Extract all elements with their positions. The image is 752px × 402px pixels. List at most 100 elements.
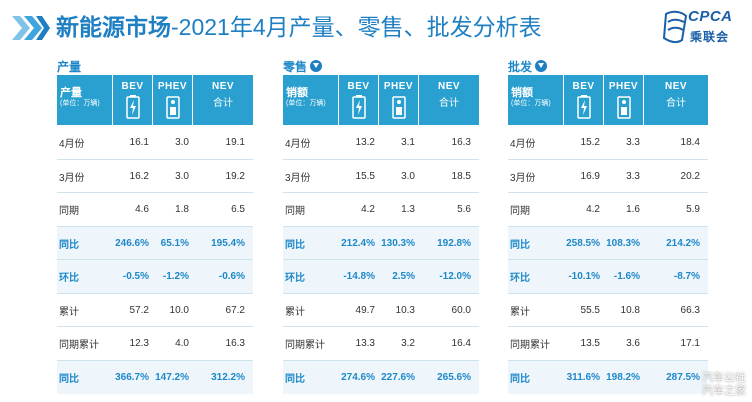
bev-value: 13.5 bbox=[580, 338, 600, 349]
row-divider bbox=[283, 292, 479, 294]
row-divider bbox=[508, 158, 708, 160]
nev-value: 287.5% bbox=[666, 371, 700, 383]
row-label: 同比 bbox=[59, 373, 79, 385]
logo-text: CPCA bbox=[688, 8, 733, 25]
panel-title: 产量 bbox=[57, 59, 82, 74]
row-label: 3月份 bbox=[59, 172, 85, 184]
bev-value: 16.9 bbox=[580, 170, 600, 182]
table-row: 4月份 13.2 3.1 16.3 bbox=[283, 126, 479, 159]
nev-value: 5.9 bbox=[686, 204, 700, 215]
bev-value: 258.5% bbox=[566, 237, 600, 249]
battery-icon bbox=[351, 95, 366, 119]
cpca-logo-icon bbox=[662, 10, 688, 44]
plug-in-hybrid-icon bbox=[165, 96, 180, 119]
row-divider bbox=[283, 359, 479, 361]
row-divider bbox=[283, 225, 479, 227]
table-row: 累计 57.2 10.0 67.2 bbox=[57, 294, 253, 327]
phev-value: 108.3% bbox=[606, 237, 640, 249]
table-row: 环比 -10.1% -1.6% -8.7% bbox=[508, 260, 708, 293]
row-divider bbox=[57, 292, 253, 294]
bev-value: 49.7 bbox=[355, 304, 375, 316]
bev-value: 12.3 bbox=[129, 338, 149, 349]
table-row: 同比 366.7% 147.2% 312.2% bbox=[57, 360, 253, 394]
page-header: 新能源市场-2021年4月产量、零售、批发分析表 CPCA 乘联会 bbox=[0, 0, 752, 54]
chevron-right-icon bbox=[12, 16, 50, 40]
row-label: 同期累计 bbox=[285, 340, 325, 351]
panel-retail: 零售 销额 (单位：万辆) BEV PHEV NEV 合计 4月份 13.2 3.1… bbox=[267, 58, 505, 398]
bev-value: 311.6% bbox=[566, 371, 600, 383]
table-row: 同比 212.4% 130.3% 192.8% bbox=[283, 226, 479, 260]
bev-value: 55.5 bbox=[580, 304, 600, 316]
row-divider bbox=[57, 326, 253, 327]
row-label: 同期 bbox=[285, 206, 305, 217]
bev-value: -10.1% bbox=[568, 271, 600, 282]
header-bev: BEV bbox=[113, 75, 153, 125]
row-label: 4月份 bbox=[510, 139, 536, 150]
nev-value: -8.7% bbox=[673, 271, 700, 282]
panel-title: 零售 bbox=[283, 58, 323, 74]
table-row: 3月份 15.5 3.0 18.5 bbox=[283, 160, 479, 193]
plug-in-hybrid-icon bbox=[616, 96, 631, 119]
nev-value: 66.3 bbox=[680, 304, 700, 316]
nev-value: 19.2 bbox=[225, 170, 245, 182]
header-phev: PHEV bbox=[153, 75, 193, 125]
nev-value: 312.2% bbox=[211, 371, 245, 383]
table-row: 同比 274.6% 227.6% 265.6% bbox=[283, 360, 479, 394]
nev-value: 19.1 bbox=[225, 137, 245, 148]
row-divider bbox=[508, 192, 708, 193]
bev-value: 4.2 bbox=[586, 204, 600, 215]
phev-value: 3.3 bbox=[626, 170, 640, 182]
phev-value: 147.2% bbox=[155, 371, 189, 383]
bev-value: 16.1 bbox=[129, 137, 149, 148]
phev-value: 3.0 bbox=[401, 170, 415, 182]
bev-value: 246.6% bbox=[115, 237, 149, 249]
table-header: 销额 (单位：万辆) BEV PHEV NEV 合计 bbox=[283, 75, 479, 125]
row-label: 同比 bbox=[285, 239, 305, 251]
nev-value: 17.1 bbox=[680, 338, 700, 349]
battery-icon bbox=[576, 95, 591, 119]
bev-value: 366.7% bbox=[115, 371, 149, 383]
nev-value: 192.8% bbox=[437, 237, 471, 249]
row-label: 环比 bbox=[59, 273, 79, 284]
bev-value: 13.2 bbox=[355, 137, 375, 148]
table-row: 3月份 16.9 3.3 20.2 bbox=[508, 160, 708, 193]
bev-value: 57.2 bbox=[129, 304, 149, 316]
row-label: 累计 bbox=[285, 306, 305, 318]
table-row: 3月份 16.2 3.0 19.2 bbox=[57, 160, 253, 193]
row-label: 3月份 bbox=[510, 172, 536, 184]
table-row: 同比 246.6% 65.1% 195.4% bbox=[57, 226, 253, 260]
bev-value: 212.4% bbox=[341, 237, 375, 249]
row-divider bbox=[57, 359, 253, 361]
row-divider bbox=[283, 326, 479, 327]
phev-value: 2.5% bbox=[392, 271, 415, 282]
row-label: 同比 bbox=[59, 239, 79, 251]
nev-value: 195.4% bbox=[211, 237, 245, 249]
page-title: 新能源市场-2021年4月产量、零售、批发分析表 bbox=[56, 12, 542, 42]
phev-value: 3.1 bbox=[401, 137, 415, 148]
nev-value: 18.4 bbox=[680, 137, 700, 148]
nev-value: 16.3 bbox=[225, 338, 245, 349]
phev-value: 198.2% bbox=[606, 371, 640, 383]
watermark: 汽车公社 汽车之家 bbox=[702, 372, 746, 397]
row-divider bbox=[283, 259, 479, 260]
header-nev: NEV 合计 bbox=[211, 81, 235, 109]
row-divider bbox=[508, 326, 708, 327]
bev-value: 274.6% bbox=[341, 371, 375, 383]
row-label: 同比 bbox=[510, 239, 530, 251]
table-row: 环比 -0.5% -1.2% -0.6% bbox=[57, 260, 253, 293]
table-row: 同期累计 13.5 3.6 17.1 bbox=[508, 327, 708, 360]
bev-value: 13.3 bbox=[355, 338, 375, 349]
header-label-cell: 销额 (单位：万辆) bbox=[283, 75, 339, 125]
phev-value: 3.6 bbox=[626, 338, 640, 349]
phev-value: -1.2% bbox=[162, 271, 189, 282]
phev-value: 1.8 bbox=[175, 204, 189, 215]
table-row: 累计 49.7 10.3 60.0 bbox=[283, 294, 479, 327]
table-row: 环比 -14.8% 2.5% -12.0% bbox=[283, 260, 479, 293]
header-phev: PHEV bbox=[604, 75, 644, 125]
row-divider bbox=[57, 192, 253, 193]
nev-value: 20.2 bbox=[680, 170, 700, 182]
phev-value: 1.3 bbox=[401, 204, 415, 215]
row-divider bbox=[508, 225, 708, 227]
phev-value: 130.3% bbox=[381, 237, 415, 249]
table-row: 同期 4.2 1.3 5.6 bbox=[283, 193, 479, 226]
